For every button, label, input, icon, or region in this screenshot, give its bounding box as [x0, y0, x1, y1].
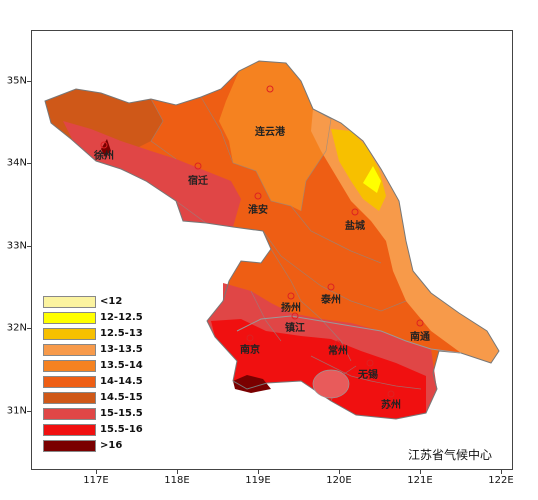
province-outline [44, 60, 500, 420]
city-label-suqian: 宿迁 [188, 176, 208, 187]
legend-row: 13-13.5 [43, 344, 163, 357]
region-12-12.5 [363, 166, 381, 193]
legend-label: 12-12.5 [100, 312, 143, 323]
yangtze-river [236, 315, 462, 354]
legend-label: 14-14.5 [100, 376, 143, 387]
legend-row: 12-12.5 [43, 312, 163, 325]
region-13.5-14 [219, 61, 331, 211]
city-marker [327, 283, 335, 291]
legend-label: 13.5-14 [100, 360, 143, 371]
legend-row: 15.5-16 [43, 424, 163, 437]
lat-tick-label: 32N [6, 322, 27, 334]
map-frame [31, 30, 513, 470]
lat-tick-label: 35N [6, 75, 27, 87]
legend-label: 14.5-15 [100, 392, 143, 403]
lon-tick-mark [339, 470, 340, 474]
city-label-xuzhou: 徐州 [94, 151, 114, 162]
region-12.5-13 [331, 129, 386, 211]
legend-swatch [43, 296, 96, 308]
legend-row: 13.5-14 [43, 360, 163, 373]
city-label-wuxi: 无锡 [358, 370, 378, 381]
city-label-huaian: 淮安 [248, 205, 268, 216]
lon-tick-label: 120E [326, 475, 352, 486]
legend-label: 13-13.5 [100, 344, 143, 355]
legend-row: <12 [43, 296, 163, 309]
city-label-zhenjiang: 镇江 [285, 323, 305, 334]
city-marker [416, 319, 424, 327]
city-label-lianyungang: 连云港 [255, 127, 285, 138]
city-marker [387, 390, 395, 398]
legend-swatch [43, 344, 96, 356]
city-marker [291, 312, 299, 320]
region-over-16-xuzhou [101, 139, 111, 157]
province-region-14-14.5 [45, 61, 499, 419]
legend-row: 14.5-15 [43, 392, 163, 405]
city-marker [194, 162, 202, 170]
lon-tick-mark [177, 470, 178, 474]
city-marker [246, 334, 254, 342]
legend-label: 15-15.5 [100, 408, 143, 419]
city-label-nanjing: 南京 [240, 345, 260, 356]
city-label-yangzhou: 扬州 [281, 303, 301, 314]
lat-tick-label: 33N [6, 240, 27, 252]
lon-tick-mark [501, 470, 502, 474]
lon-tick-label: 119E [245, 475, 271, 486]
city-marker [100, 141, 108, 149]
city-label-nantong: 南通 [410, 332, 430, 343]
lon-tick-mark [96, 470, 97, 474]
legend-swatch [43, 360, 96, 372]
legend-label: 12.5-13 [100, 328, 143, 339]
lat-tick-mark [27, 328, 31, 329]
city-label-taizhou: 泰州 [321, 295, 341, 306]
temperature-map [44, 60, 500, 420]
legend-label: 15.5-16 [100, 424, 143, 435]
county-borders [150, 80, 422, 402]
lat-tick-mark [27, 81, 31, 82]
lon-tick-label: 121E [407, 475, 433, 486]
legend-label: <12 [100, 296, 123, 307]
taihu-lake [312, 369, 350, 399]
lon-tick-mark [258, 470, 259, 474]
city-label-changzhou: 常州 [328, 346, 348, 357]
legend-row: 12.5-13 [43, 328, 163, 341]
city-label-yancheng: 盐城 [345, 221, 365, 232]
legend-swatch [43, 328, 96, 340]
legend-row: 14-14.5 [43, 376, 163, 389]
city-marker [366, 359, 374, 367]
lat-tick-label: 31N [6, 405, 27, 417]
region-15.5-16 [211, 319, 426, 419]
city-marker [266, 85, 274, 93]
legend-row: >16 [43, 440, 163, 453]
legend-swatch [43, 424, 96, 436]
legend-swatch [43, 392, 96, 404]
city-marker [334, 340, 342, 348]
credit-text: 江苏省气候中心 [408, 448, 493, 462]
legend-swatch [43, 312, 96, 324]
legend-swatch [43, 376, 96, 388]
lon-tick-label: 117E [83, 475, 109, 486]
lat-tick-mark [27, 246, 31, 247]
lat-tick-mark [27, 163, 31, 164]
lon-tick-label: 122E [488, 475, 514, 486]
lon-tick-label: 118E [164, 475, 190, 486]
city-marker [254, 192, 262, 200]
legend-row: 15-15.5 [43, 408, 163, 421]
legend-swatch [43, 408, 96, 420]
city-label-suzhou: 苏州 [381, 400, 401, 411]
legend-label: >16 [100, 440, 123, 451]
city-marker [287, 292, 295, 300]
region-over-16 [233, 375, 271, 393]
city-marker [351, 208, 359, 216]
lon-tick-mark [420, 470, 421, 474]
lat-tick-label: 34N [6, 157, 27, 169]
legend-swatch [43, 440, 96, 452]
lat-tick-mark [27, 411, 31, 412]
